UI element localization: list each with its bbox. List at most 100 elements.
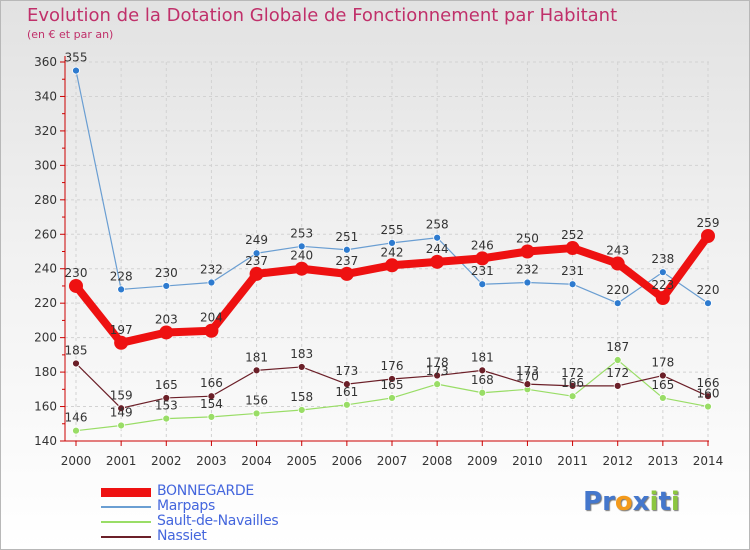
data-label-sault-de-navailles: 154 — [200, 397, 223, 411]
data-point-bonnegarde — [701, 228, 715, 243]
data-point-nassiet — [252, 366, 261, 375]
legend-label-sault-de-navailles: Sault-de-Navailles — [157, 513, 279, 529]
data-point-sault-de-navailles — [72, 426, 80, 435]
data-label-sault-de-navailles: 165 — [651, 378, 674, 392]
data-point-bonnegarde — [655, 291, 670, 306]
proxiti-logo: Proxiti — [583, 487, 680, 517]
data-point-bonnegarde — [385, 258, 399, 273]
data-point-nassiet — [658, 371, 667, 380]
data-point-nassiet — [342, 380, 351, 389]
data-point-nassiet — [523, 380, 532, 389]
data-point-marpaps — [613, 299, 622, 308]
data-point-marpaps — [252, 249, 261, 258]
data-point-marpaps — [297, 242, 306, 251]
data-point-sault-de-navailles — [117, 421, 126, 430]
data-point-marpaps — [117, 285, 126, 294]
data-label-sault-de-navailles: 165 — [381, 378, 404, 392]
x-tick-label: 2000 — [61, 454, 92, 468]
x-tick-label: 2003 — [196, 454, 227, 468]
data-label-sault-de-navailles: 158 — [290, 390, 313, 404]
data-point-nassiet — [117, 404, 126, 413]
data-point-sault-de-navailles — [568, 392, 577, 401]
data-label-bonnegarde: 250 — [516, 232, 539, 246]
data-label-bonnegarde: 246 — [471, 238, 494, 252]
data-point-nassiet — [297, 363, 306, 371]
y-tick-label: 340 — [34, 89, 57, 103]
data-point-bonnegarde — [204, 323, 219, 338]
data-point-bonnegarde — [69, 278, 83, 293]
data-label-sault-de-navailles: 173 — [426, 364, 449, 378]
x-tick-label: 2008 — [422, 454, 453, 468]
data-label-nassiet: 172 — [561, 366, 584, 380]
data-label-bonnegarde: 223 — [651, 278, 674, 292]
data-label-nassiet: 166 — [697, 376, 720, 390]
data-label-bonnegarde: 237 — [245, 254, 268, 268]
logo-letter: P — [583, 487, 603, 517]
y-tick-label: 220 — [34, 296, 57, 310]
data-label-nassiet: 176 — [381, 359, 404, 373]
data-label-bonnegarde: 204 — [200, 311, 223, 325]
data-point-bonnegarde — [159, 325, 174, 340]
data-label-sault-de-navailles: 149 — [110, 405, 133, 419]
data-label-sault-de-navailles: 146 — [65, 411, 88, 425]
data-label-bonnegarde: 230 — [65, 266, 88, 280]
data-point-bonnegarde — [475, 251, 490, 266]
data-point-sault-de-navailles — [433, 380, 442, 389]
data-point-bonnegarde — [520, 244, 535, 259]
data-point-sault-de-navailles — [704, 402, 712, 411]
data-label-sault-de-navailles: 170 — [516, 369, 539, 383]
chart-title: Evolution de la Dotation Globale de Fonc… — [27, 5, 618, 26]
data-label-nassiet: 173 — [516, 364, 539, 378]
logo-letter: i — [670, 487, 680, 517]
y-tick-label: 320 — [34, 124, 57, 138]
data-label-marpaps: 238 — [651, 252, 674, 266]
legend-label-bonnegarde: BONNEGARDE — [157, 483, 254, 499]
data-label-nassiet: 178 — [426, 356, 449, 370]
data-point-sault-de-navailles — [478, 388, 487, 397]
chart-subtitle: (en € et par an) — [27, 28, 114, 41]
data-label-sault-de-navailles: 166 — [561, 376, 584, 390]
x-tick-label: 2001 — [106, 454, 137, 468]
data-point-marpaps — [523, 278, 532, 287]
legend-label-marpaps: Marpaps — [157, 498, 215, 514]
x-tick-label: 2007 — [377, 454, 408, 468]
data-label-nassiet: 173 — [335, 364, 358, 378]
data-point-sault-de-navailles — [297, 406, 306, 414]
data-point-sault-de-navailles — [388, 394, 396, 402]
data-point-nassiet — [568, 381, 577, 390]
data-label-nassiet: 181 — [245, 350, 268, 364]
x-tick-label: 2011 — [557, 454, 588, 468]
data-label-marpaps: 232 — [200, 263, 223, 277]
data-label-marpaps: 251 — [335, 230, 358, 244]
data-label-marpaps: 220 — [697, 283, 720, 297]
y-tick-label: 180 — [34, 365, 57, 379]
x-tick-label: 2009 — [467, 454, 498, 468]
data-point-marpaps — [342, 245, 351, 254]
data-label-marpaps: 231 — [561, 264, 584, 278]
legend-swatch-marpaps — [101, 506, 151, 508]
data-point-sault-de-navailles — [658, 394, 667, 402]
data-label-bonnegarde: 197 — [110, 323, 133, 337]
x-tick-label: 2013 — [648, 454, 679, 468]
data-label-nassiet: 166 — [200, 376, 223, 390]
data-point-sault-de-navailles — [613, 356, 622, 364]
data-point-bonnegarde — [249, 266, 264, 281]
data-point-marpaps — [207, 278, 216, 287]
data-point-sault-de-navailles — [207, 412, 216, 421]
data-label-sault-de-navailles: 153 — [155, 399, 178, 413]
legend-label-nassiet: Nassiet — [157, 528, 207, 544]
data-point-bonnegarde — [294, 261, 309, 276]
data-labels: 146 149 153 154 156 158 161 165 173 168 170 166 187 1… — [65, 51, 720, 425]
x-tick-label: 2002 — [151, 454, 182, 468]
data-point-bonnegarde — [565, 241, 580, 256]
series-group — [69, 66, 715, 435]
data-point-nassiet — [207, 392, 216, 401]
data-label-bonnegarde: 243 — [606, 244, 629, 258]
data-point-bonnegarde — [430, 254, 445, 269]
data-point-sault-de-navailles — [162, 414, 171, 423]
data-label-marpaps: 232 — [516, 263, 539, 277]
data-label-nassiet: 159 — [110, 388, 133, 402]
data-label-nassiet: 165 — [155, 378, 178, 392]
